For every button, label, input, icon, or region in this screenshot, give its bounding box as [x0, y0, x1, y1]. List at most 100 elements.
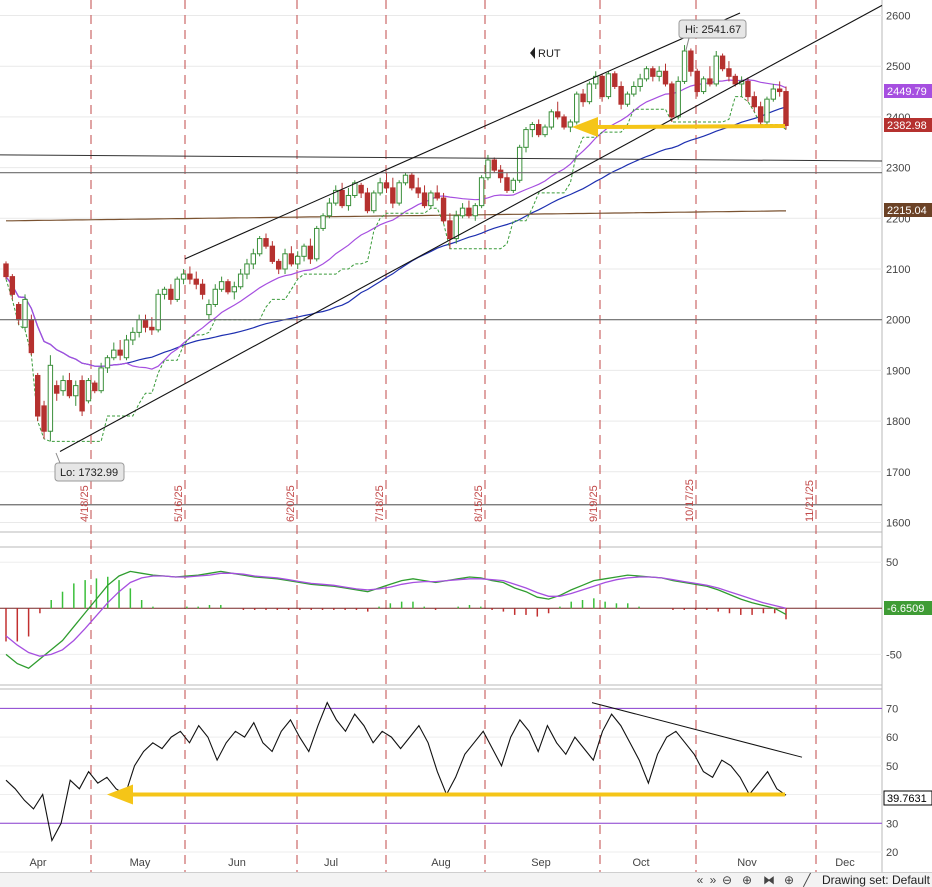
channel-upper-line: [184, 12, 741, 260]
scroll-right-icon[interactable]: »: [709, 873, 717, 887]
date-marker-label: 11/21/25: [804, 480, 816, 522]
candle-body: [529, 124, 536, 131]
candle-body: [745, 80, 751, 98]
candle-body: [453, 215, 459, 240]
candle-body: [707, 78, 713, 85]
candle-body: [136, 319, 142, 333]
candle-body: [35, 374, 41, 417]
price-tick-label: 2600: [886, 11, 910, 23]
candle-body: [428, 192, 434, 207]
candle-body: [301, 245, 307, 257]
crosshair-icon[interactable]: ⊕: [783, 873, 795, 887]
date-marker-label: 9/19/25: [588, 485, 600, 522]
ma10-tag: 2449.79: [887, 86, 927, 98]
candle-body: [732, 75, 738, 85]
candle-body: [218, 281, 225, 290]
candle-body: [256, 238, 263, 255]
price-tick-label: 1900: [886, 365, 910, 377]
fit-icon[interactable]: ⧓: [763, 873, 775, 887]
candle-body: [447, 220, 453, 240]
price-tick-label: 1600: [886, 518, 910, 530]
rsi-downtrend-line: [591, 702, 803, 758]
candle-body: [111, 349, 117, 359]
candle-body: [523, 129, 529, 148]
candle-body: [307, 245, 314, 260]
candle-body: [314, 227, 320, 260]
month-tick-label: Dec: [835, 857, 855, 869]
month-tick-label: Apr: [29, 857, 46, 869]
rsi-tag-box: [883, 790, 932, 806]
candle-body: [250, 253, 257, 265]
candle-body: [599, 75, 605, 98]
candle-body: [751, 96, 757, 108]
candle-body: [681, 50, 688, 82]
candle-body: [624, 93, 631, 105]
candle-body: [28, 319, 35, 354]
rsi-arrow-head: [107, 784, 133, 805]
candle-body: [383, 182, 390, 189]
price-tick-label: 2300: [886, 163, 910, 175]
candle-body: [491, 159, 497, 171]
candle-body: [263, 238, 269, 247]
candle-body: [409, 174, 415, 189]
candle-body: [15, 303, 22, 321]
price-tick-label: 2500: [886, 61, 910, 73]
axis-labels: 2600250024002300220021002000190018001700…: [29, 11, 910, 870]
candle-body: [650, 68, 656, 77]
candle-body: [66, 380, 73, 397]
candle-body: [637, 78, 643, 87]
candle-body: [415, 187, 421, 194]
candle-body: [421, 192, 428, 207]
candle-body: [757, 106, 764, 123]
date-marker-label: 7/18/25: [374, 485, 386, 522]
zoom-out-icon[interactable]: ⊖: [721, 873, 733, 887]
date-marker-label: 5/16/25: [173, 485, 185, 522]
candle-body: [764, 98, 770, 123]
candle-body: [22, 298, 28, 328]
candle-body: [168, 288, 174, 300]
rsi-indicator: [0, 701, 882, 843]
symbol-marker-icon: [530, 47, 535, 59]
zoom-in-icon[interactable]: ⊕: [741, 873, 753, 887]
candle-body: [472, 205, 478, 217]
macd-indicator: [0, 570, 882, 669]
candle-body: [117, 349, 123, 356]
candle-body: [225, 281, 231, 293]
candle-body: [700, 78, 707, 93]
candle-body: [504, 177, 510, 191]
candle-body: [669, 83, 675, 118]
candle-body: [770, 88, 777, 100]
candle-body: [510, 179, 517, 191]
month-tick-label: Oct: [632, 857, 649, 869]
ma200-tag: 2215.04: [887, 205, 927, 217]
date-marker-label: 6/20/25: [285, 485, 297, 522]
candle-body: [206, 303, 212, 316]
bottom-toolbar: « » ⊖ ⊕ ⧓ ⊕ ╱ Drawing set: Default: [0, 872, 932, 887]
month-tick-label: Jul: [324, 857, 338, 869]
price-tick-label: 2000: [886, 315, 910, 327]
candles: [3, 45, 789, 442]
candle-body: [352, 182, 358, 196]
ma-blue-line: [5, 106, 787, 367]
candle-body: [719, 55, 726, 70]
candle-body: [497, 169, 504, 179]
candle-body: [396, 182, 402, 204]
candle-body: [92, 382, 98, 392]
scroll-left-icon[interactable]: «: [696, 873, 704, 887]
candle-body: [402, 174, 409, 184]
macd-tick-label: -50: [886, 649, 902, 661]
drawing-set-label[interactable]: Drawing set: Default: [821, 873, 930, 887]
candle-body: [440, 197, 447, 222]
ma-brown-line: [6, 210, 786, 222]
lo-callout: Lo: 1732.99: [60, 467, 118, 479]
candle-body: [269, 245, 276, 262]
rsi-tick-label: 30: [886, 818, 898, 830]
draw-line-icon[interactable]: ╱: [803, 873, 811, 887]
month-tick-label: Nov: [737, 857, 757, 869]
candle-body: [73, 385, 79, 397]
candle-body: [333, 189, 339, 204]
candle-body: [605, 73, 612, 98]
trendlines: [0, 4, 883, 506]
